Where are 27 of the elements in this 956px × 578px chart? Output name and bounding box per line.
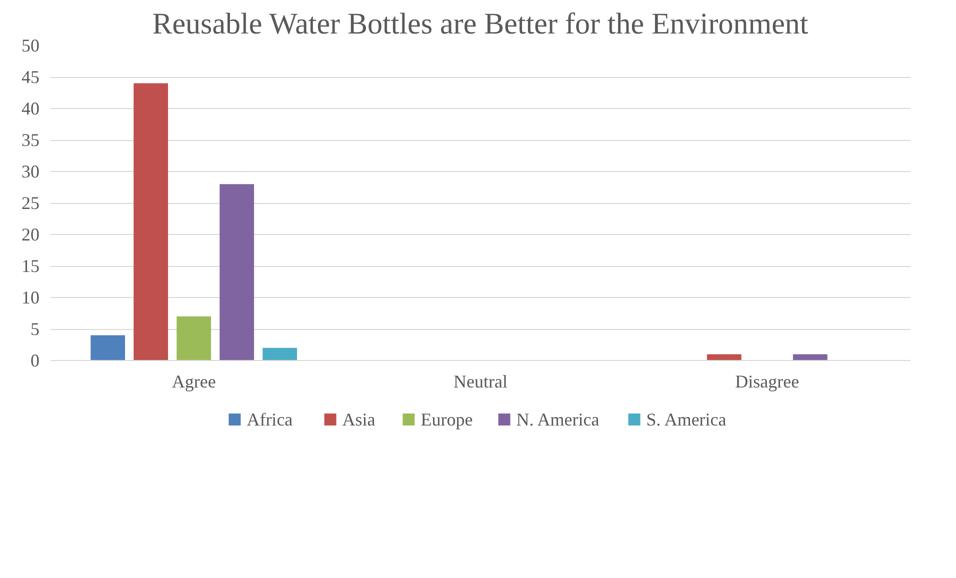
y-tick-label: 30 [22,162,40,182]
x-tick-label: Disagree [735,372,800,392]
chart-title: Reusable Water Bottles are Better for the Environment [152,8,809,40]
bar [134,83,168,360]
bar [706,354,742,360]
x-tick-label: Neutral [454,372,508,392]
y-tick-label: 50 [22,36,40,56]
bar [220,184,254,360]
bar [262,348,298,360]
bar [176,316,212,360]
y-tick-label: 0 [30,350,40,370]
y-tick-label: 25 [22,193,40,213]
y-tick-label: 45 [22,67,40,87]
legend-label: Africa [246,410,293,430]
y-tick-label: 20 [22,224,40,244]
legend-label: Asia [342,410,376,430]
y-tick-label: 5 [30,319,40,339]
y-tick-label: 40 [22,98,40,118]
x-tick-label: Agree [172,372,216,392]
y-tick-label: 35 [22,130,40,150]
y-tick-label: 15 [22,256,40,276]
y-tick-label: 10 [22,288,40,308]
legend-label: N. America [516,410,600,430]
legend-label: Europe [420,410,473,430]
bar [792,354,828,360]
bar [90,335,126,360]
legend-label: S. America [646,410,726,430]
